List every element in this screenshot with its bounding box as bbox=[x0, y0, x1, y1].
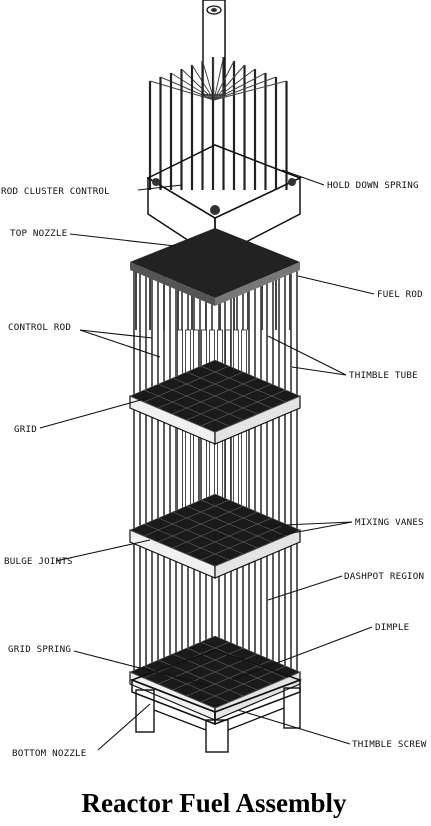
label-grid-spring: GRID SPRING bbox=[8, 644, 71, 655]
label-rod-cluster-control: ROD CLUSTER CONTROL bbox=[1, 186, 110, 197]
label-top-nozzle: TOP NOZZLE bbox=[10, 228, 67, 239]
label-thimble-tube: THIMBLE TUBE bbox=[349, 370, 418, 381]
label-bulge-joints: BULGE JOINTS bbox=[4, 556, 73, 567]
label-fuel-rod: FUEL ROD bbox=[377, 289, 423, 300]
label-dashpot-region: DASHPOT REGION bbox=[344, 571, 424, 582]
label-dimple: DIMPLE bbox=[375, 622, 409, 633]
label-thimble-screw: THIMBLE SCREW bbox=[352, 739, 427, 750]
label-control-rod: CONTROL ROD bbox=[8, 322, 71, 333]
spacer-grids bbox=[129, 359, 301, 721]
upper-grid-plate bbox=[130, 228, 300, 306]
label-grid: GRID bbox=[14, 424, 37, 435]
assembly-illustration bbox=[129, 0, 303, 753]
leader-lines bbox=[39, 169, 375, 751]
label-bottom-nozzle: BOTTOM NOZZLE bbox=[12, 748, 87, 759]
label-hold-down-spring: HOLD DOWN SPRING bbox=[327, 180, 419, 191]
figure-title: Reactor Fuel Assembly bbox=[82, 788, 347, 818]
bottom-nozzle bbox=[129, 649, 303, 753]
control-rod-spider bbox=[148, 0, 288, 190]
label-mixing-vanes: MIXING VANES bbox=[355, 517, 424, 528]
callout-labels: ROD CLUSTER CONTROL HOLD DOWN SPRING TOP… bbox=[1, 180, 427, 759]
